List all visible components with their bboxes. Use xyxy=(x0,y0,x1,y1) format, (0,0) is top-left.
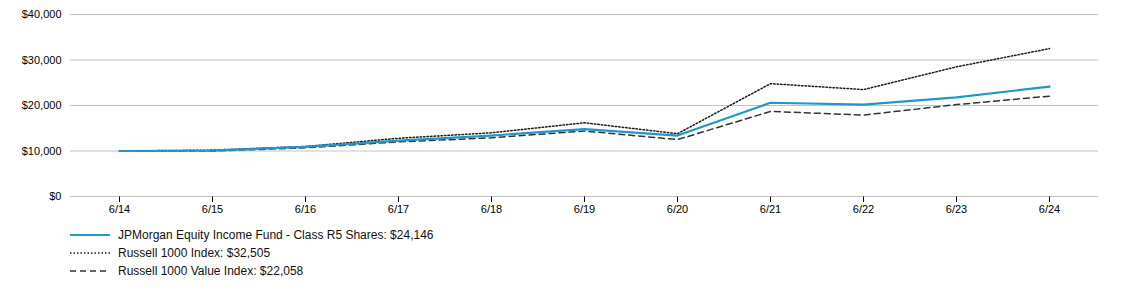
svg-text:6/21: 6/21 xyxy=(760,203,781,215)
svg-text:$40,000: $40,000 xyxy=(22,8,62,20)
svg-text:6/24: 6/24 xyxy=(1039,203,1060,215)
svg-text:6/15: 6/15 xyxy=(202,203,223,215)
svg-text:6/23: 6/23 xyxy=(946,203,967,215)
html-text:Russell 1000 Index: $32,505: Russell 1000 Index: $32,505 xyxy=(118,246,271,260)
svg-text:6/18: 6/18 xyxy=(481,203,502,215)
svg-text:6/20: 6/20 xyxy=(667,203,688,215)
svg-text:6/22: 6/22 xyxy=(853,203,874,215)
svg-text:6/17: 6/17 xyxy=(388,203,409,215)
html-text:Russell 1000 Value Index: $22,: Russell 1000 Value Index: $22,058 xyxy=(118,264,304,278)
svg-text:6/16: 6/16 xyxy=(295,203,316,215)
svg-text:6/14: 6/14 xyxy=(109,203,130,215)
svg-text:6/19: 6/19 xyxy=(574,203,595,215)
svg-text:$10,000: $10,000 xyxy=(22,145,62,157)
svg-text:$0: $0 xyxy=(49,190,61,202)
svg-text:$20,000: $20,000 xyxy=(22,99,62,111)
html-text:JPMorgan Equity Income Fund -: JPMorgan Equity Income Fund - Class R5 S… xyxy=(118,228,434,242)
svg-text:$30,000: $30,000 xyxy=(22,54,62,66)
